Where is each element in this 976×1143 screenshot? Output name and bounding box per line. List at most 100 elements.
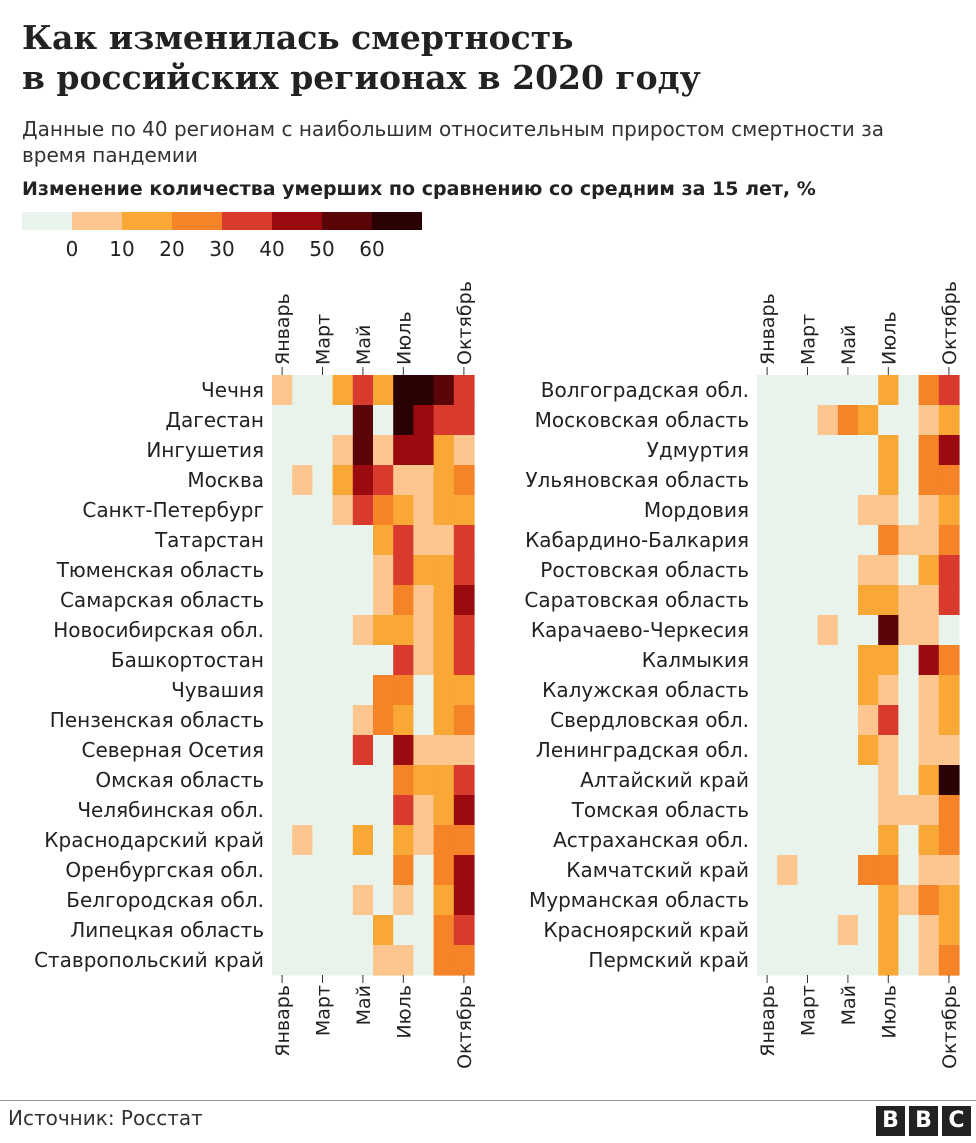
heatmap-cell: [413, 825, 435, 856]
heatmap-cell: [393, 765, 414, 796]
heatmap-cell: [858, 825, 879, 856]
heatmap-cell: [777, 945, 798, 976]
heatmap-cell: [918, 795, 940, 826]
heatmap-cell: [312, 825, 334, 856]
heatmap-cell: [373, 855, 394, 886]
heatmap-cell: [393, 735, 414, 766]
heatmap-cell: [453, 375, 475, 406]
heatmap-cell: [757, 555, 778, 586]
heatmap-cell: [837, 765, 859, 796]
heatmap-cell: [797, 585, 819, 616]
heatmap-cell: [312, 405, 334, 436]
heatmap-cell: [898, 525, 920, 556]
heatmap-cell: [878, 525, 899, 556]
heatmap-cell: [292, 855, 313, 886]
heatmap-cell: [272, 825, 293, 856]
heatmap-cell: [878, 555, 899, 586]
heatmap-cell: [272, 585, 293, 616]
heatmap-cell: [373, 375, 394, 406]
heatmap-cell: [797, 705, 819, 736]
heatmap-cell: [777, 915, 798, 946]
heatmap-cell: [898, 645, 920, 676]
heatmap-cell: [373, 885, 394, 916]
region-label: Омская область: [95, 768, 264, 792]
heatmap-cell: [858, 405, 879, 436]
heatmap-cell: [453, 555, 475, 586]
heatmap-cell: [433, 435, 455, 466]
heatmap-cell: [837, 855, 859, 886]
x-tick-label: Октябрь: [939, 281, 961, 365]
heatmap-cell: [272, 675, 293, 706]
heatmap-cell: [453, 525, 475, 556]
x-tick-label: Май: [353, 325, 375, 365]
region-label: Алтайский край: [580, 768, 749, 792]
heatmap-cell: [858, 795, 879, 826]
heatmap-cell: [332, 615, 354, 646]
heatmap-cell: [332, 885, 354, 916]
region-label: Пензенская область: [50, 708, 264, 732]
heatmap-cell: [332, 375, 354, 406]
bbc-logo: B B C: [876, 1106, 971, 1136]
heatmap-cell: [393, 555, 414, 586]
heatmap-cell: [413, 855, 435, 886]
heatmap-cell: [373, 705, 394, 736]
heatmap-cell: [332, 435, 354, 466]
legend-title: Изменение количества умерших по сравнени…: [22, 178, 816, 200]
heatmap-cell: [777, 525, 798, 556]
heatmap-cell: [918, 945, 940, 976]
heatmap-cell: [312, 525, 334, 556]
x-tick-label: Март: [798, 314, 820, 365]
heatmap-cell: [352, 855, 374, 886]
heatmap-cell: [898, 555, 920, 586]
heatmap-cell: [332, 585, 354, 616]
heatmap-cell: [453, 765, 475, 796]
heatmap-cell: [757, 375, 778, 406]
heatmap-cell: [453, 795, 475, 826]
x-tick-label: Октябрь: [454, 985, 476, 1069]
heatmap-cell: [272, 405, 293, 436]
heatmap-cell: [433, 915, 455, 946]
heatmap-cell: [453, 675, 475, 706]
heatmap-cell: [898, 585, 920, 616]
heatmap-cell: [898, 495, 920, 526]
region-label: Красноярский край: [543, 918, 749, 942]
heatmap-cell: [858, 855, 879, 886]
region-label: Свердловская обл.: [550, 708, 749, 732]
region-label: Челябинская обл.: [77, 798, 264, 822]
heatmap-cell: [797, 525, 819, 556]
heatmap-cell: [312, 465, 334, 496]
heatmap-cell: [878, 855, 899, 886]
heatmap-cell: [918, 885, 940, 916]
heatmap-cell: [413, 795, 435, 826]
chart-title-line1: Как изменилась смертность: [22, 18, 574, 57]
heatmap-cell: [393, 795, 414, 826]
heatmap-cell: [757, 855, 778, 886]
heatmap-cell: [837, 405, 859, 436]
heatmap-cell: [292, 825, 313, 856]
heatmap-cell: [938, 705, 960, 736]
heatmap-cell: [393, 585, 414, 616]
heatmap-cell: [332, 765, 354, 796]
heatmap-cell: [878, 765, 899, 796]
heatmap-cell: [817, 375, 839, 406]
heatmap-cell: [413, 585, 435, 616]
heatmap-cell: [898, 405, 920, 436]
heatmap-cell: [272, 915, 293, 946]
heatmap-cell: [312, 705, 334, 736]
heatmap-cell: [413, 915, 435, 946]
heatmap-cell: [777, 675, 798, 706]
heatmap-cell: [858, 915, 879, 946]
region-label: Татарстан: [154, 528, 264, 552]
heatmap-cell: [938, 945, 960, 976]
heatmap-cell: [898, 735, 920, 766]
heatmap-cell: [817, 735, 839, 766]
heatmap-cell: [352, 945, 374, 976]
heatmap-cell: [817, 675, 839, 706]
heatmap-cell: [292, 945, 313, 976]
heatmap-cell: [858, 735, 879, 766]
heatmap-cell: [938, 735, 960, 766]
heatmap-cell: [352, 885, 374, 916]
heatmap-cell: [878, 795, 899, 826]
x-tick-label: Октябрь: [454, 281, 476, 365]
heatmap-cell: [918, 825, 940, 856]
